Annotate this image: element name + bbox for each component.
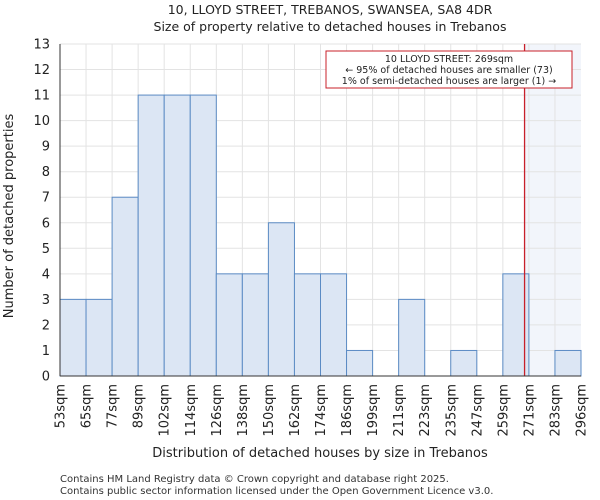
x-tick-label: 89sqm xyxy=(132,384,147,428)
y-tick-label: 12 xyxy=(33,63,50,78)
histogram-bar xyxy=(189,94,217,377)
x-axis-label: Distribution of detached houses by size … xyxy=(152,446,488,461)
x-tick-label: 114sqm xyxy=(184,384,199,437)
histogram-bar xyxy=(241,273,269,377)
y-tick-label: 10 xyxy=(33,114,50,129)
annotation-box: 10 LLOYD STREET: 269sqm ← 95% of detache… xyxy=(325,50,573,89)
y-tick-label: 8 xyxy=(42,165,50,180)
x-tick-label: 138sqm xyxy=(236,384,251,437)
y-axis-label: Number of detached properties xyxy=(2,114,17,319)
chart-title: 10, LLOYD STREET, TREBANOS, SWANSEA, SA8… xyxy=(168,2,493,17)
histogram-bar xyxy=(267,222,295,377)
x-tick-label: 296sqm xyxy=(575,384,590,437)
histogram-bar xyxy=(554,349,582,377)
y-tick-label: 9 xyxy=(42,140,50,155)
histogram-bar xyxy=(398,298,426,377)
histogram-bar xyxy=(85,298,113,377)
x-tick-label: 186sqm xyxy=(340,384,355,437)
annotation-line-3: 1% of semi-detached houses are larger (1… xyxy=(342,76,556,87)
x-tick-label: 223sqm xyxy=(418,384,433,437)
histogram-bar xyxy=(450,349,478,377)
x-tick-label: 283sqm xyxy=(548,384,563,437)
chart-subtitle: Size of property relative to detached ho… xyxy=(154,19,507,34)
histogram-bar xyxy=(59,298,87,377)
y-tick-label: 0 xyxy=(42,370,50,385)
histogram-bar xyxy=(293,273,322,377)
x-tick-label: 102sqm xyxy=(158,384,173,437)
y-tick-label: 11 xyxy=(33,89,50,104)
y-tick-label: 7 xyxy=(42,191,50,206)
marker-shaded-region xyxy=(524,44,581,376)
y-tick-label: 3 xyxy=(42,293,50,308)
x-tick-label: 150sqm xyxy=(262,384,277,437)
y-tick-label: 5 xyxy=(42,242,50,257)
x-tick-label: 235sqm xyxy=(444,384,459,437)
y-tick-label: 2 xyxy=(42,318,50,333)
x-tick-label: 199sqm xyxy=(366,384,381,437)
x-tick-label: 259sqm xyxy=(496,384,511,437)
x-tick-label: 65sqm xyxy=(80,384,95,428)
histogram-bar xyxy=(163,94,191,377)
histogram-bar xyxy=(137,94,165,377)
x-tick-label: 53sqm xyxy=(54,384,69,428)
histogram-bar xyxy=(111,196,139,377)
x-tick-label: 174sqm xyxy=(314,384,329,437)
y-tick-label: 1 xyxy=(42,344,50,359)
y-tick-label: 4 xyxy=(42,267,50,282)
y-tick-label: 13 xyxy=(33,38,50,53)
x-tick-label: 126sqm xyxy=(210,384,225,437)
x-tick-label: 271sqm xyxy=(522,384,537,437)
bars xyxy=(59,94,582,377)
histogram-bar xyxy=(346,349,374,377)
footer-line-1: Contains HM Land Registry data © Crown c… xyxy=(60,474,449,485)
x-tick-label: 77sqm xyxy=(106,384,121,428)
x-tick-label: 247sqm xyxy=(470,384,485,437)
annotation-line-1: 10 LLOYD STREET: 269sqm xyxy=(385,54,513,65)
histogram-bar xyxy=(320,273,348,377)
x-tick-label: 162sqm xyxy=(288,384,303,437)
x-tick-labels: 53sqm 65sqm 77sqm 89sqm 102sqm 114sqm 126sqm 13… xyxy=(54,384,590,437)
histogram-bar xyxy=(215,273,243,377)
x-tick-label: 211sqm xyxy=(392,384,407,437)
y-tick-label: 6 xyxy=(42,216,50,231)
annotation-line-2: ← 95% of detached houses are smaller (73… xyxy=(345,65,552,76)
footer-line-2: Contains public sector information licen… xyxy=(60,486,493,497)
